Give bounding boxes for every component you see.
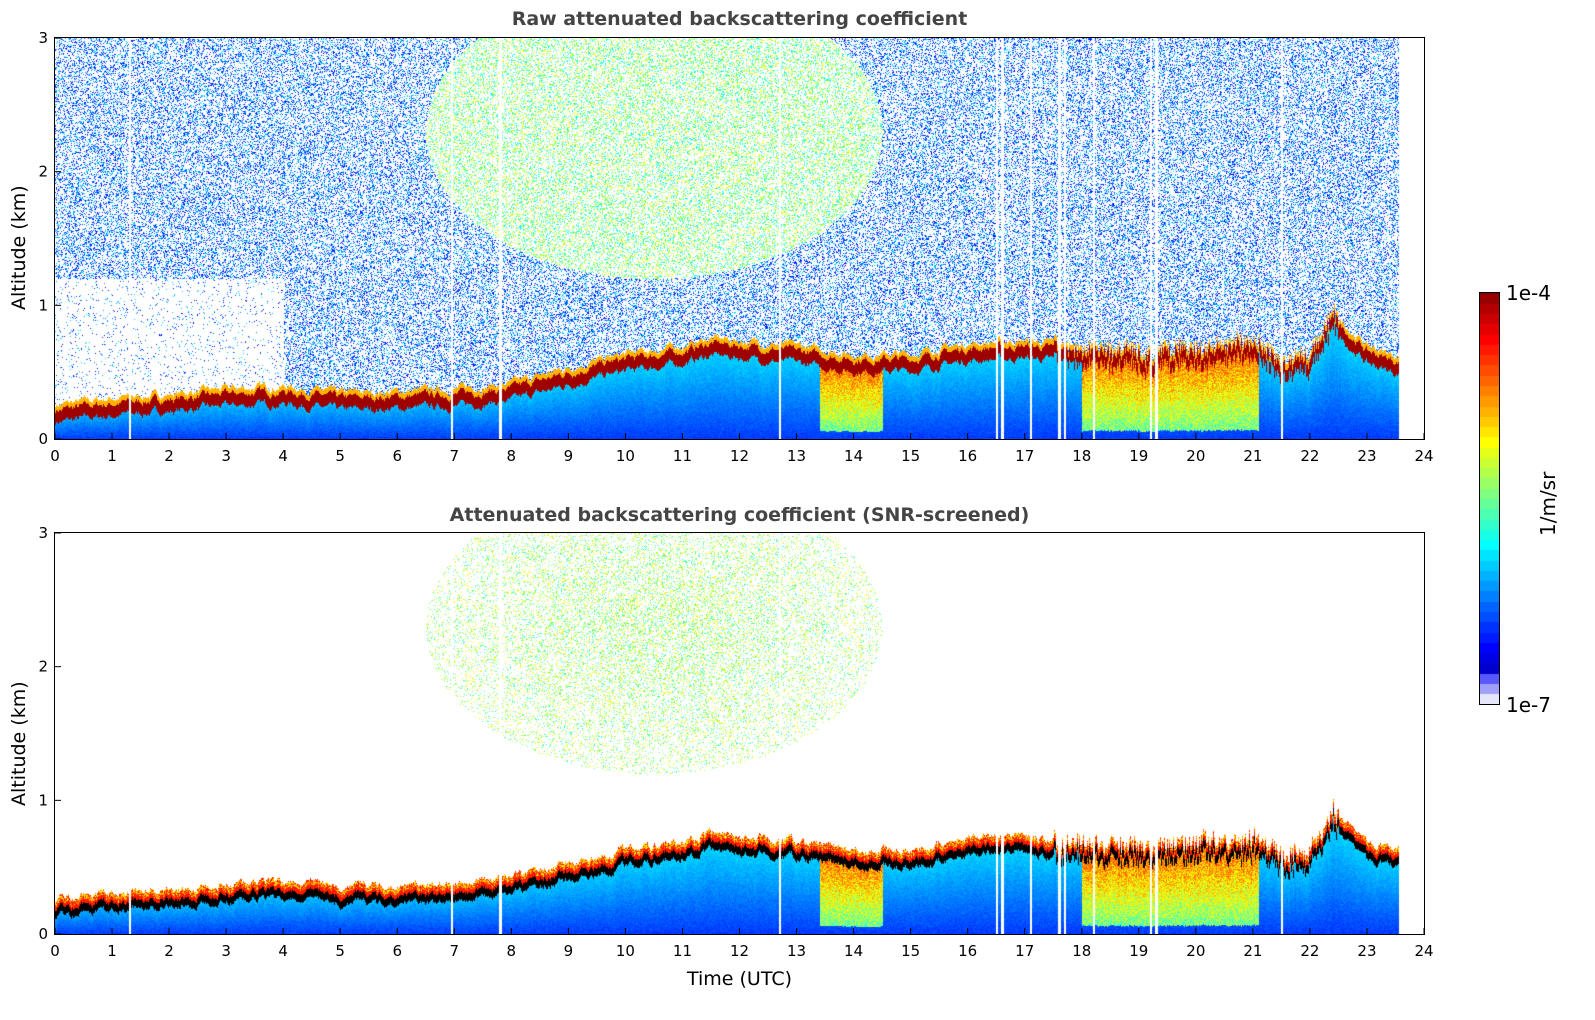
colorbar-max-label: 1e-4 — [1506, 281, 1551, 305]
top-plot-title: Raw attenuated backscattering coefficien… — [511, 8, 968, 30]
x-tick-label: 14 — [844, 942, 863, 960]
x-tick-label: 9 — [564, 447, 574, 465]
x-tick-label: 0 — [50, 447, 60, 465]
x-tick-label: 7 — [450, 942, 460, 960]
y-tick-label: 1 — [38, 296, 48, 314]
x-tick-label: 22 — [1300, 942, 1319, 960]
x-tick-label: 20 — [1186, 942, 1205, 960]
colorbar-min-label: 1e-7 — [1506, 693, 1551, 717]
x-tick-label: 24 — [1414, 447, 1433, 465]
x-tick-label: 12 — [730, 942, 749, 960]
raw-backscatter-heatmap: 0 1 2 3 4 5 6 7 8 9 10 11 12 13 14 15 16 17 18 19 20 21 22 23 24… — [38, 29, 1433, 465]
x-tick-label: 17 — [1015, 942, 1034, 960]
x-tick-label: 4 — [278, 447, 288, 465]
x-tick-label: 14 — [844, 447, 863, 465]
x-tick-label: 17 — [1015, 447, 1034, 465]
x-tick-label: 20 — [1186, 447, 1205, 465]
x-tick-label: 23 — [1357, 447, 1376, 465]
x-tick-label: 15 — [901, 447, 920, 465]
x-tick-label: 1 — [107, 942, 117, 960]
x-tick-label: 2 — [164, 447, 174, 465]
x-tick-label: 9 — [564, 942, 574, 960]
x-tick-label: 3 — [221, 942, 231, 960]
x-tick-label: 10 — [616, 447, 635, 465]
x-tick-label: 19 — [1129, 447, 1148, 465]
screened-backscatter-heatmap: 0 1 2 3 4 5 6 7 8 9 10 11 12 13 14 15 16 17 18 19 20 21 22 23 24… — [38, 524, 1433, 960]
x-tick-label: 24 — [1414, 942, 1433, 960]
x-tick-label: 22 — [1300, 447, 1319, 465]
y-tick-label: 1 — [38, 791, 48, 809]
x-tick-label: 4 — [278, 942, 288, 960]
x-tick-label: 19 — [1129, 942, 1148, 960]
y-tick-label: 3 — [38, 29, 48, 47]
x-tick-label: 8 — [507, 447, 517, 465]
x-tick-label: 18 — [1072, 942, 1091, 960]
heatmap-cells — [55, 533, 1424, 934]
x-tick-label: 1 — [107, 447, 117, 465]
x-tick-label: 5 — [335, 942, 345, 960]
y-tick-label: 0 — [38, 430, 48, 448]
colorbar-units-label: 1/m/sr — [1536, 471, 1560, 536]
axis-ticks: 0 1 2 3 4 5 6 7 8 9 10 11 12 13 14 15 16 17 18 19 20 21 22 23 24… — [38, 29, 1433, 465]
x-tick-label: 6 — [392, 942, 402, 960]
x-tick-label: 21 — [1243, 447, 1262, 465]
bottom-y-axis-label: Altitude (km) — [8, 681, 30, 806]
y-tick-label: 3 — [38, 524, 48, 542]
x-tick-label: 10 — [616, 942, 635, 960]
x-tick-label: 3 — [221, 447, 231, 465]
heatmap-cells — [55, 38, 1424, 439]
x-tick-label: 7 — [450, 447, 460, 465]
x-axis-label: Time (UTC) — [686, 968, 793, 990]
x-tick-label: 11 — [673, 447, 692, 465]
x-tick-label: 5 — [335, 447, 345, 465]
x-tick-label: 8 — [507, 942, 517, 960]
colorbar — [1479, 292, 1500, 705]
top-y-axis-label: Altitude (km) — [8, 185, 30, 310]
x-tick-label: 16 — [958, 447, 977, 465]
x-tick-label: 0 — [50, 942, 60, 960]
axis-ticks: 0 1 2 3 4 5 6 7 8 9 10 11 12 13 14 15 16 17 18 19 20 21 22 23 24… — [38, 524, 1433, 960]
x-tick-label: 13 — [787, 942, 806, 960]
y-tick-label: 2 — [38, 658, 48, 676]
x-tick-label: 11 — [673, 942, 692, 960]
x-tick-label: 13 — [787, 447, 806, 465]
y-tick-label: 0 — [38, 925, 48, 943]
x-tick-label: 18 — [1072, 447, 1091, 465]
x-tick-label: 21 — [1243, 942, 1262, 960]
x-tick-label: 23 — [1357, 942, 1376, 960]
y-tick-label: 2 — [38, 163, 48, 181]
x-tick-label: 2 — [164, 942, 174, 960]
bottom-plot-title: Attenuated backscattering coefficient (S… — [449, 504, 1030, 526]
x-tick-label: 6 — [392, 447, 402, 465]
x-tick-label: 15 — [901, 942, 920, 960]
x-tick-label: 12 — [730, 447, 749, 465]
x-tick-label: 16 — [958, 942, 977, 960]
